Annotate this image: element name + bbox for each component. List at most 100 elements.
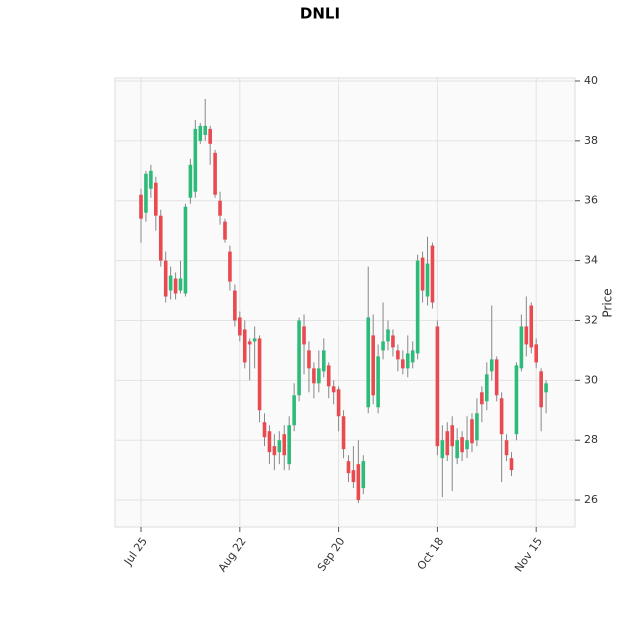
candle-body	[233, 290, 237, 321]
candle-body	[242, 329, 247, 363]
candle-body	[331, 386, 336, 393]
candle-body	[272, 446, 277, 456]
candle-body	[277, 440, 282, 453]
x-tick-label: Nov 15	[512, 535, 545, 574]
candle-body	[415, 260, 420, 354]
candle-body	[163, 260, 168, 297]
y-tick-label: 40	[584, 74, 598, 87]
candle-body	[396, 350, 400, 360]
candle-body	[499, 398, 504, 435]
candle-body	[391, 335, 395, 348]
y-tick-label: 36	[584, 194, 598, 207]
candle-body	[267, 431, 272, 453]
candle-body	[356, 464, 361, 501]
candle-body	[539, 371, 543, 408]
y-tick-label: 38	[584, 134, 598, 147]
candle-body	[519, 326, 524, 369]
candle-body	[470, 419, 474, 444]
candle-body	[223, 221, 227, 240]
candle-body	[317, 368, 321, 384]
x-tick-label: Aug 22	[216, 535, 249, 574]
candle-body	[504, 440, 509, 456]
candle-body	[401, 359, 405, 369]
candle-body	[307, 350, 311, 369]
candle-body	[238, 317, 242, 336]
candle-body	[321, 350, 326, 372]
candle-body	[257, 338, 262, 411]
y-tick-label: 34	[584, 254, 598, 267]
candle-body	[262, 422, 267, 438]
candle-body	[287, 425, 291, 465]
x-tick-label: Oct 18	[415, 535, 447, 572]
y-tick-label: 30	[584, 373, 598, 386]
candle-body	[420, 257, 425, 291]
candle-body	[489, 359, 494, 372]
candle-body	[144, 173, 148, 213]
candle-body	[247, 341, 252, 345]
y-axis-label: Price	[601, 288, 615, 317]
candle-body	[455, 440, 459, 459]
x-tick-label: Jul 25	[121, 535, 150, 568]
candle-body	[188, 164, 193, 198]
candle-body	[544, 383, 548, 393]
candle-body	[213, 152, 217, 195]
candle-body	[430, 245, 435, 303]
candle-body	[494, 359, 499, 396]
candle-body	[534, 344, 538, 363]
candle-body	[297, 320, 301, 396]
candle-body	[435, 326, 440, 447]
candle-body	[351, 470, 356, 483]
candle-body	[193, 128, 198, 192]
candle-body	[405, 353, 410, 369]
candle-body	[465, 440, 469, 450]
candle-body	[480, 392, 484, 405]
candle-body	[149, 170, 153, 189]
candle-body	[326, 365, 331, 387]
candle-body	[139, 194, 143, 219]
candle-body	[386, 329, 390, 342]
candle-body	[460, 437, 464, 453]
candle-body	[228, 251, 232, 282]
candle-body	[440, 440, 445, 459]
candle-body	[341, 416, 346, 450]
candle-body	[381, 341, 385, 351]
candle-body	[178, 278, 183, 291]
candle-body	[509, 458, 514, 471]
candle-body	[361, 461, 366, 489]
candle-body	[312, 368, 316, 384]
candle-body	[514, 365, 519, 435]
candle-body	[252, 338, 257, 342]
y-tick-label: 32	[584, 313, 598, 326]
y-tick-label: 26	[584, 493, 598, 506]
candle-body	[302, 326, 306, 345]
plot-area	[114, 77, 576, 528]
candle-body	[445, 431, 450, 456]
candle-body	[450, 425, 455, 447]
candle-body	[203, 125, 208, 135]
candle-body	[154, 182, 158, 216]
candle-body	[336, 389, 341, 417]
candle-body	[208, 128, 212, 144]
y-tick-label: 28	[584, 433, 598, 446]
candle-body	[218, 200, 222, 216]
candle-body	[524, 326, 529, 345]
candle-body	[485, 374, 489, 402]
candle-body	[183, 206, 188, 294]
x-tick-label: Sep 20	[315, 535, 348, 574]
candle-body	[282, 434, 287, 456]
chart-title: DNLI	[300, 5, 340, 23]
candle-body	[410, 350, 415, 363]
candle-body	[292, 395, 296, 426]
candle-body	[529, 305, 534, 348]
candle-body	[371, 335, 375, 396]
candle-body	[475, 413, 479, 441]
candle-body	[346, 461, 351, 474]
candle-body	[425, 263, 430, 297]
candle-body	[168, 275, 173, 291]
candle-body	[173, 278, 178, 294]
candle-body	[366, 317, 371, 408]
candle-body	[158, 215, 163, 261]
candle-body	[198, 125, 203, 141]
candle-body	[376, 356, 380, 408]
